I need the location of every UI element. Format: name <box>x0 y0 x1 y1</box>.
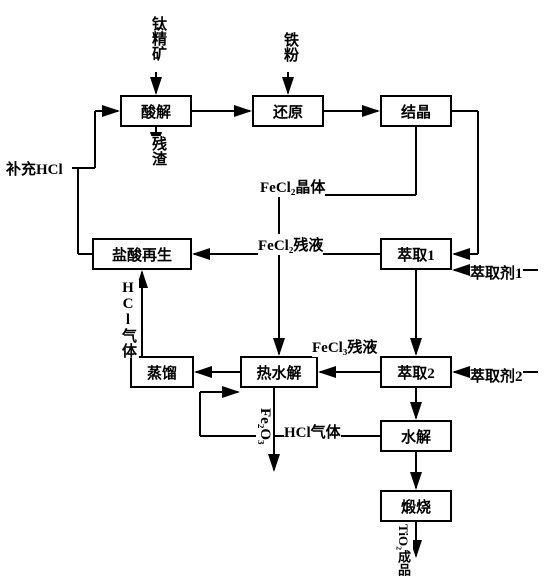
box-reduce: 还原 <box>252 95 324 127</box>
label-extractant1: 萃取剂1 <box>470 262 523 283</box>
box-crystal: 结晶 <box>380 95 452 127</box>
label-fe-powder: 铁粉 <box>280 32 301 62</box>
label-fecl2-crys: FeCl₂晶体 <box>260 176 325 197</box>
label-hcl-gas2: HCl气体 <box>284 421 341 442</box>
label-tio2: TiO₂成品 <box>394 524 413 576</box>
label-extractant2: 萃取剂2 <box>470 365 523 386</box>
box-hclregen: 盐酸再生 <box>92 238 192 270</box>
box-acid: 酸解 <box>120 95 192 127</box>
box-extract2: 萃取2 <box>380 356 452 388</box>
label-fe2o3: Fe₂O₃ <box>256 408 273 444</box>
box-distill: 蒸馏 <box>130 356 194 388</box>
label-hcl-supp: 补充HCl <box>6 158 63 179</box>
label-ti-conc: 钛精矿 <box>148 16 169 61</box>
label-fecl3-res: FeCl₃残液 <box>312 336 377 357</box>
label-fecl2-res: FeCl₂残液 <box>258 234 323 255</box>
label-hcl-gas1: HCl气体 <box>118 280 139 358</box>
box-calcine: 煅烧 <box>380 490 452 522</box>
label-residue: 残渣 <box>148 136 169 166</box>
box-hydrolyze: 水解 <box>380 420 452 452</box>
box-thermhyd: 热水解 <box>240 356 318 388</box>
box-extract1: 萃取1 <box>380 238 452 270</box>
